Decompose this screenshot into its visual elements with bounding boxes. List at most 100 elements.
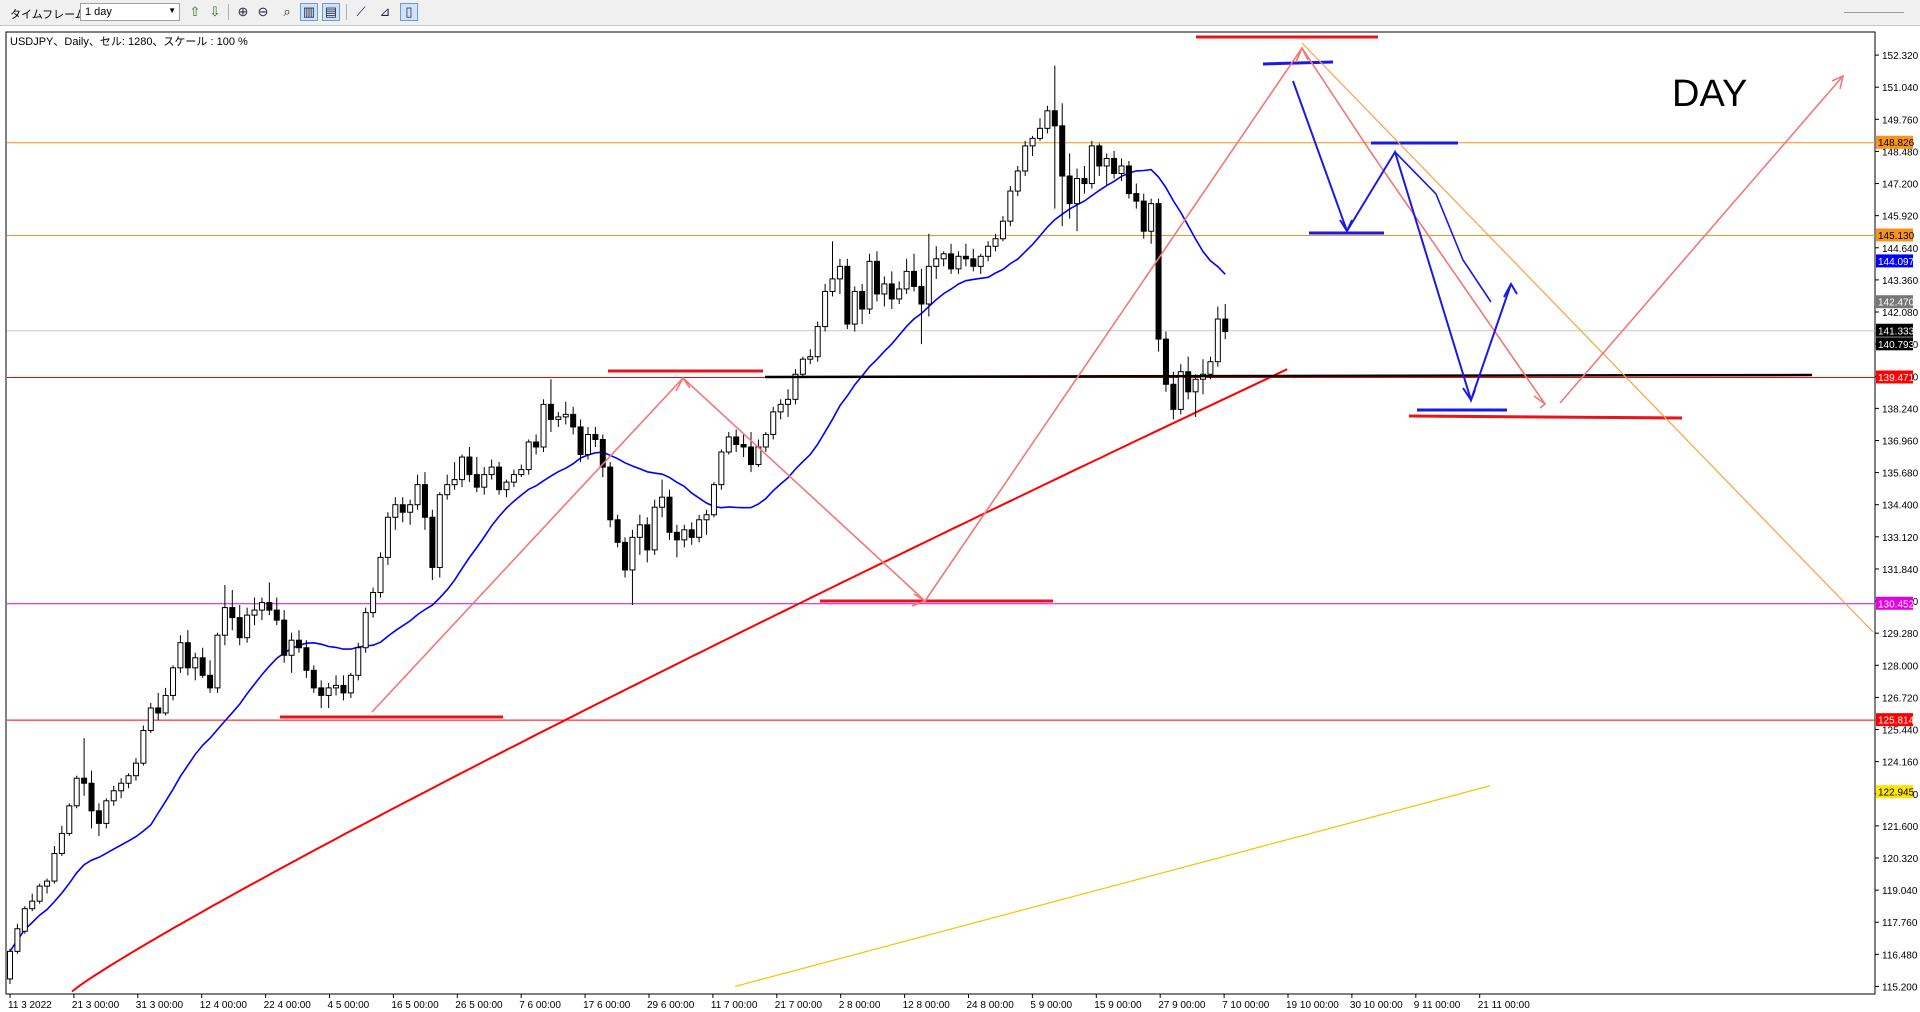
candle-body [110, 790, 117, 802]
price-label-text: 140.793 [1878, 340, 1915, 351]
chart-title: USDJPY、Daily、セル: 1280、スケール : 100 % [10, 35, 248, 48]
candlestick-icon[interactable]: ▯ [400, 3, 418, 21]
candle-body [584, 433, 591, 456]
candle [355, 642, 362, 681]
candle [748, 431, 754, 473]
candle [985, 241, 992, 262]
price-label-text: 144.097 [1878, 257, 1915, 268]
candle-body [1214, 318, 1221, 363]
candle [281, 610, 288, 663]
price-label-tag [1876, 596, 1913, 610]
candle [1222, 303, 1229, 340]
candle-body [303, 647, 310, 671]
up-arrow-icon[interactable]: ⇧ [189, 4, 201, 19]
candle [510, 469, 517, 488]
binoculars-icon[interactable]: ⌕ [283, 4, 291, 19]
candle [140, 725, 147, 766]
candle-body [44, 880, 51, 887]
candle-body [288, 639, 295, 656]
candle-body [748, 446, 754, 466]
candle [466, 447, 473, 483]
price-label-text: 125.814 [1878, 716, 1915, 727]
price-chart[interactable]: 152.320 151.040 149.760 148.480 147.200 145.9… [0, 26, 1920, 1011]
candle-body [118, 782, 125, 792]
candle [288, 632, 295, 673]
candle [792, 369, 799, 405]
x-tick-label: 30 10 00:00 [1350, 1000, 1403, 1009]
x-tick-label: 12 4 00:00 [200, 1000, 248, 1009]
candle-body [533, 441, 540, 448]
price-label-text: 122.945 [1878, 788, 1915, 799]
candle [414, 474, 421, 510]
candle-body [651, 506, 658, 551]
candle [214, 632, 221, 693]
chart-canvas[interactable]: 152.320 151.040 149.760 148.480 147.200 145.9… [0, 26, 1920, 1011]
y-tick-label: 117.760 [1882, 918, 1918, 929]
candle [370, 587, 377, 618]
candle-body [822, 290, 829, 328]
candle [125, 773, 132, 789]
candle-body [733, 436, 740, 445]
candle-chart-icon[interactable]: ▤ [322, 3, 340, 21]
y-tick-label: 143.360 [1882, 276, 1919, 287]
candle-body [896, 288, 903, 300]
x-tick-label: 21 11 00:00 [1478, 1000, 1531, 1009]
price-label-text: 142.470 [1878, 298, 1915, 309]
indicator-icon[interactable]: ⊿ [379, 4, 391, 19]
candle-body [421, 484, 428, 518]
candle-body [481, 474, 488, 488]
candle-body [659, 496, 666, 508]
candle-body [799, 358, 806, 375]
candle [273, 597, 280, 626]
candle-body [58, 832, 65, 854]
candle-body [81, 777, 88, 784]
candle [592, 426, 599, 448]
candle-body [266, 602, 273, 611]
x-tick-label: 21 7 00:00 [775, 1000, 823, 1009]
candle [762, 431, 769, 453]
x-tick-label: 26 5 00:00 [455, 1000, 503, 1009]
y-tick-label: 136.960 [1882, 436, 1919, 447]
price-axis: 152.320 151.040 149.760 148.480 147.200 145.9… [1875, 51, 1919, 993]
candle-body [918, 285, 925, 305]
y-tick-label: 131.840 [1882, 565, 1919, 576]
candle-body [88, 782, 95, 812]
candle [636, 514, 643, 555]
y-tick-label: 133.120 [1882, 533, 1919, 544]
candle-body [1118, 165, 1125, 175]
candle-body [614, 519, 621, 543]
bar-chart-icon[interactable]: ▥ [300, 3, 318, 21]
candle-body [66, 805, 73, 834]
toolbar-separator [228, 4, 229, 20]
candle-body [407, 504, 414, 513]
candle-body [1177, 371, 1184, 410]
candle [73, 775, 80, 809]
zoom-in-icon[interactable]: ⊕ [237, 4, 249, 19]
candle [933, 246, 940, 279]
price-label-text: 139.471 [1878, 373, 1915, 384]
candle [103, 798, 110, 829]
candle-body [851, 290, 858, 325]
candle [844, 258, 851, 330]
candle [1133, 183, 1140, 209]
candle-body [510, 474, 517, 483]
line-chart-icon[interactable]: ⟋ [356, 4, 366, 19]
candle-body [725, 436, 732, 453]
candle [533, 434, 540, 455]
candle-body [948, 253, 955, 270]
zoom-out-icon[interactable]: ⊖ [257, 4, 269, 19]
candle-body [347, 674, 354, 694]
candle [110, 785, 117, 806]
candle-body [370, 592, 377, 614]
blue-wave-path [1394, 151, 1492, 303]
candle [1111, 150, 1118, 179]
x-tick-label: 2 8 00:00 [839, 1000, 881, 1009]
x-tick-label: 19 10 00:00 [1286, 1000, 1339, 1009]
x-tick-label: 27 9 00:00 [1158, 1000, 1206, 1009]
candle [681, 524, 688, 548]
candle-body [170, 667, 177, 696]
candle [992, 233, 999, 252]
candle [58, 825, 65, 856]
timeframe-select[interactable]: 1 day ▼ [80, 3, 180, 21]
down-arrow-icon[interactable]: ⇩ [209, 4, 221, 19]
